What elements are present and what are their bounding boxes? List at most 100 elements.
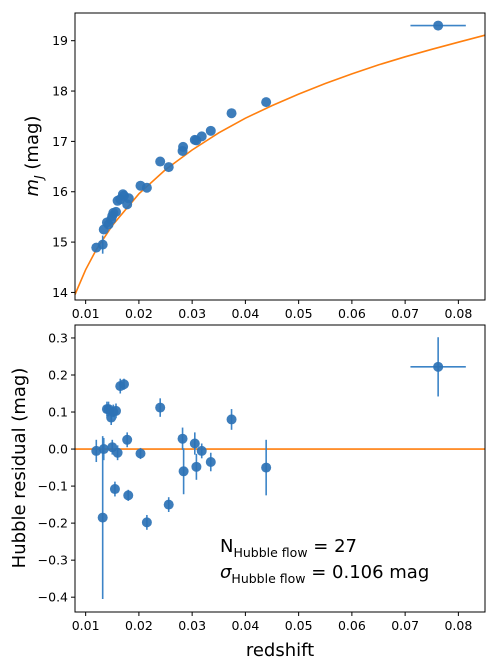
residual-marker	[191, 461, 202, 472]
magnitude-data-point	[410, 20, 466, 31]
magnitude-x-tick-label: 0.08	[444, 306, 472, 321]
residual-data-point	[135, 447, 146, 460]
residual-marker	[205, 457, 216, 468]
magnitude-data-point	[97, 235, 108, 254]
residual-data-point	[155, 398, 166, 417]
sigma-annotation-sub: Hubble flow	[231, 571, 305, 586]
residual-marker	[163, 499, 174, 510]
residual-y-tick-label: 0.0	[48, 442, 68, 457]
magnitude-x-tick-label: 0.02	[125, 306, 153, 321]
magnitude-marker	[226, 108, 237, 119]
n-annotation-main: N	[220, 536, 233, 557]
residual-x-tick-label: 0.05	[285, 618, 313, 633]
magnitude-data-point	[205, 125, 216, 136]
residual-marker	[155, 402, 166, 413]
residual-data-point	[205, 452, 216, 472]
magnitude-data-point	[226, 108, 237, 119]
n-annotation-sub: Hubble flow	[233, 545, 307, 560]
n-hubble-flow-annotation: NHubble flow = 27	[220, 536, 357, 560]
sigma-annotation-main: σ	[220, 562, 232, 583]
residual-data-point	[163, 497, 174, 513]
magnitude-marker	[97, 239, 108, 250]
residual-marker	[196, 445, 207, 456]
magnitude-data-point	[196, 131, 207, 142]
magnitude-x-tick-label: 0.03	[178, 306, 206, 321]
magnitude-marker	[178, 141, 189, 152]
magnitude-y-tick-label: 15	[52, 235, 68, 250]
residual-data-point	[123, 489, 134, 501]
residual-panel: 0.01 0.02 0.03 0.04 0.05 0.06 0.07 0.08 −0.4−0.…	[9, 324, 486, 661]
magnitude-marker	[155, 156, 166, 167]
magnitude-x-tick-label: 0.05	[285, 306, 313, 321]
residual-x-tick-label: 0.06	[338, 618, 366, 633]
residual-data-point	[191, 453, 202, 480]
residual-data-point	[226, 409, 237, 430]
residual-x-tick-label: 0.04	[231, 618, 259, 633]
residual-marker	[118, 379, 129, 390]
residual-data-point	[178, 448, 189, 495]
magnitude-y-tick-label: 16	[52, 184, 68, 199]
magnitude-x-tick-label: 0.04	[231, 306, 259, 321]
residual-data-point	[261, 439, 272, 496]
magnitude-x-ticks: 0.01 0.02 0.03 0.04 0.05 0.06 0.07 0.08	[72, 300, 472, 321]
model-curve	[74, 34, 486, 295]
residual-y-tick-label: −0.3	[38, 553, 68, 568]
residual-marker	[141, 517, 152, 528]
magnitude-data-point	[141, 182, 152, 193]
sigma-hubble-flow-annotation: σHubble flow = 0.106 mag	[220, 562, 429, 586]
residual-y-tick-label: 0.3	[48, 330, 68, 345]
residual-x-tick-label: 0.02	[125, 618, 153, 633]
residual-marker	[178, 466, 189, 477]
sigma-annotation-value: = 0.106 mag	[306, 562, 430, 583]
residual-y-ticks: −0.4 −0.3 −0.2 −0.1 0.0 0.1 0.2 0.3	[38, 330, 75, 605]
magnitude-y-axis-label-tail: (mag)	[22, 116, 43, 170]
residual-marker	[123, 490, 134, 501]
magnitude-data-point	[178, 141, 189, 152]
residual-marker	[98, 444, 109, 455]
residual-marker	[111, 405, 121, 416]
magnitude-y-tick-label: 17	[52, 134, 68, 149]
residual-data-point	[118, 378, 129, 390]
residual-y-axis-label: Hubble residual (mag)	[9, 368, 30, 569]
residual-data-point	[98, 437, 109, 461]
residual-plot-frame	[74, 324, 486, 613]
residual-data-point	[189, 432, 200, 455]
residual-data-point	[177, 427, 188, 450]
magnitude-data-point	[111, 206, 121, 217]
magnitude-marker	[163, 162, 174, 173]
residual-marker	[433, 361, 444, 372]
residual-y-tick-label: 0.2	[48, 367, 68, 382]
magnitude-points-layer	[91, 20, 466, 254]
magnitude-y-axis-label-main: m	[22, 179, 43, 197]
magnitude-x-tick-label: 0.07	[391, 306, 419, 321]
magnitude-marker	[433, 20, 444, 31]
residual-x-axis-label: redshift	[246, 640, 314, 661]
residual-marker	[112, 447, 123, 458]
magnitude-marker	[205, 125, 216, 136]
residual-data-point	[97, 436, 108, 600]
residual-marker	[226, 414, 237, 425]
magnitude-y-axis-label-sub: J	[32, 175, 46, 181]
magnitude-y-tick-label: 19	[52, 33, 68, 48]
residual-x-ticks: 0.01 0.02 0.03 0.04 0.05 0.06 0.07 0.08	[72, 612, 472, 633]
residual-data-point	[141, 514, 152, 530]
residual-data-point	[109, 481, 120, 497]
residual-data-point	[410, 337, 466, 397]
residual-x-tick-label: 0.03	[178, 618, 206, 633]
magnitude-x-tick-label: 0.01	[72, 306, 100, 321]
magnitude-marker	[261, 97, 272, 108]
residual-x-tick-label: 0.01	[72, 618, 100, 633]
magnitude-marker	[123, 193, 134, 204]
model-curve-layer	[74, 34, 486, 295]
residual-data-point	[196, 443, 207, 459]
magnitude-y-axis-label: mJ (mag)	[22, 116, 46, 197]
residual-points-layer	[91, 337, 466, 600]
residual-marker	[189, 438, 200, 449]
magnitude-data-point	[155, 156, 166, 167]
residual-y-tick-label: −0.2	[38, 516, 68, 531]
residual-marker	[135, 448, 146, 459]
magnitude-marker	[111, 206, 121, 217]
residual-data-point	[122, 432, 133, 448]
residual-marker	[109, 484, 120, 495]
magnitude-data-point	[163, 162, 174, 173]
